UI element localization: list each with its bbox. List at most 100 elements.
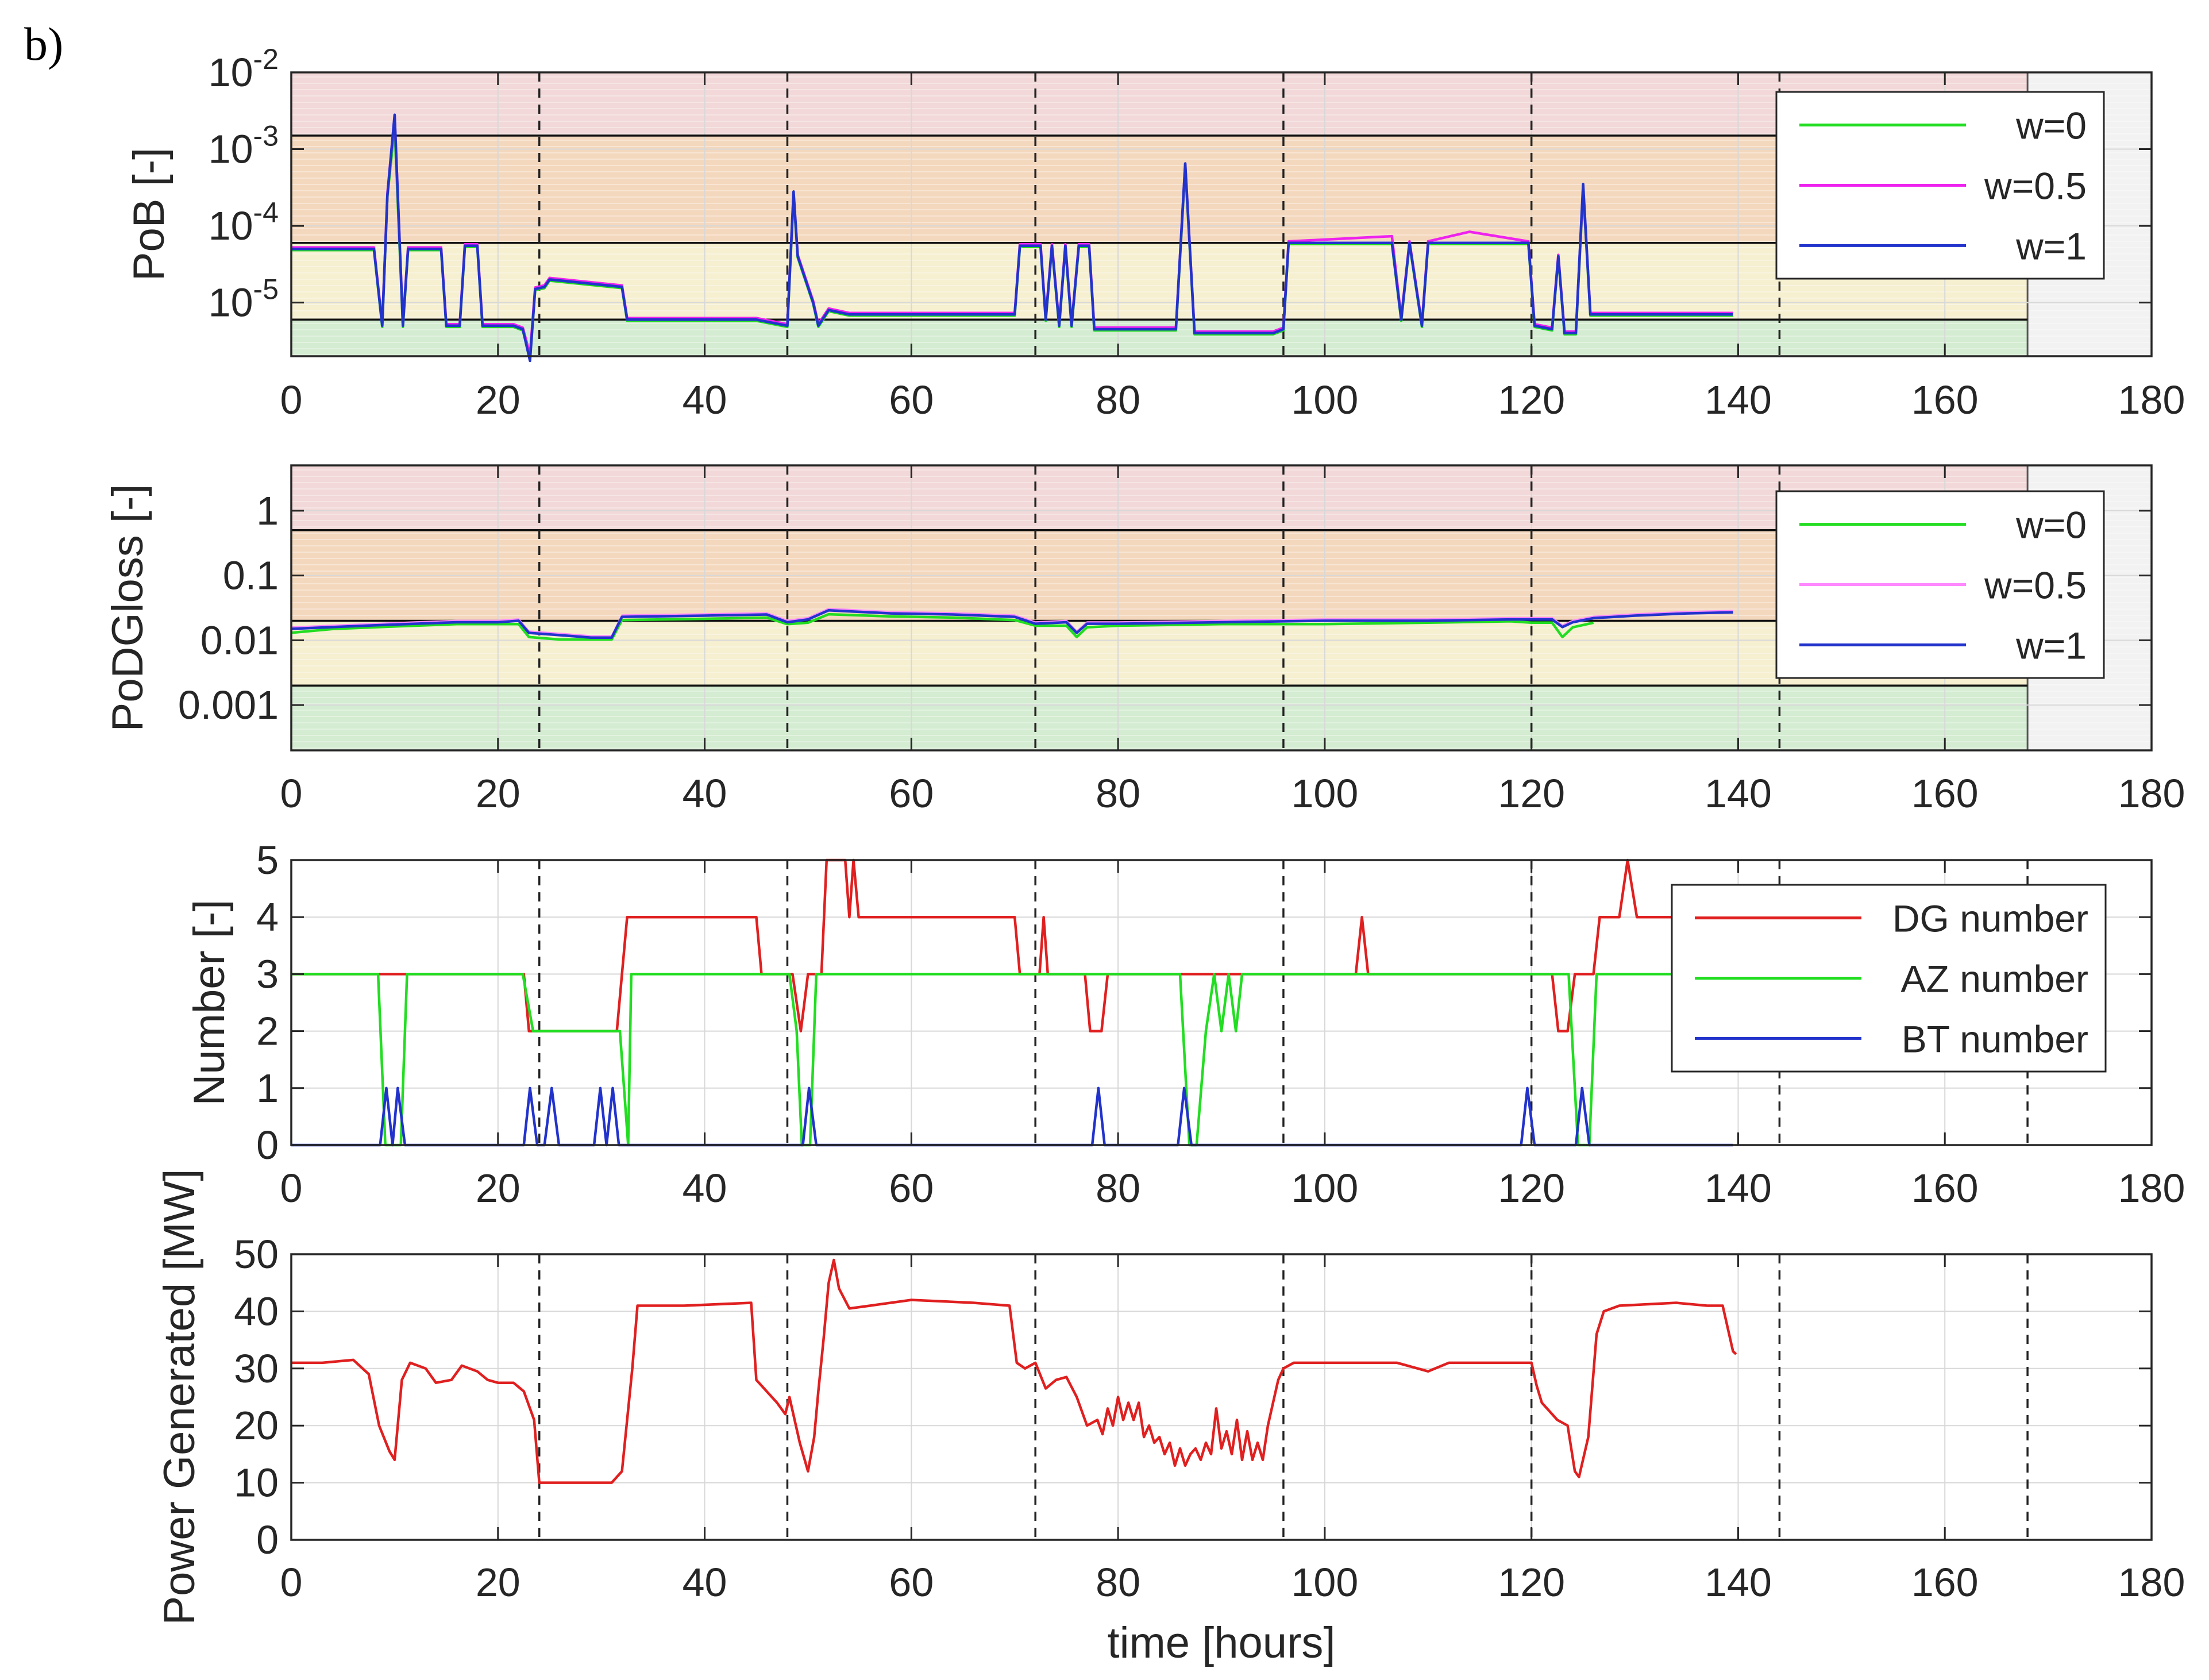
y-tick-label: 40	[234, 1289, 279, 1334]
x-tick-label: 120	[1498, 1560, 1565, 1605]
y-tick-label: 2	[256, 1009, 279, 1054]
y-tick-label: 4	[256, 895, 279, 939]
panel-label: b)	[24, 18, 64, 70]
axes-box	[290, 859, 2153, 1146]
risk-band	[291, 136, 2028, 243]
x-tick-label: 60	[889, 377, 934, 422]
chart-num: 0 20 40 60 80 100 120 140 160 180 0 1 2 3 4 5 Number [-]…	[185, 838, 2185, 1211]
legend-label: AZ number	[1901, 958, 2088, 1000]
x-tick-label: 20	[476, 771, 521, 816]
x-tick-label: 180	[2118, 1560, 2185, 1605]
x-axis-label: time [hours]	[1107, 1619, 1335, 1667]
chart-pow: 0 20 40 60 80 100 120 140 160 180 0 10 20 30 40 50 Power…	[155, 1169, 2185, 1667]
x-tick-label: 100	[1291, 377, 1358, 422]
x-tick-label: 140	[1705, 1560, 1772, 1605]
risk-band	[291, 319, 2028, 356]
y-axis-label: Number [-]	[185, 900, 234, 1106]
legend-label: DG number	[1892, 897, 2088, 940]
x-tick-label: 140	[1705, 377, 1772, 422]
chart-podg: 0 20 40 60 80 100 120 140 160 180 0.001 0.01 0.1 1 PoD…	[103, 464, 2185, 816]
x-tick-label: 60	[889, 771, 934, 816]
y-tick-label: 30	[234, 1346, 279, 1391]
x-tick-label: 0	[280, 1560, 303, 1605]
y-axis-label: PoB [-]	[125, 148, 174, 281]
y-tick-label: 0.1	[223, 553, 279, 598]
x-tick-label: 100	[1291, 1166, 1358, 1211]
x-tick-label: 120	[1498, 377, 1565, 422]
x-tick-label: 100	[1291, 1560, 1358, 1605]
risk-band	[291, 72, 2028, 136]
legend-label: w=0	[2015, 504, 2087, 546]
x-tick-label: 120	[1498, 1166, 1565, 1211]
series-w-0-5	[291, 607, 1733, 637]
legend: w=0 w=0.5 w=1	[1775, 490, 2105, 679]
x-tick-label: 0	[280, 771, 303, 816]
x-tick-label: 140	[1705, 771, 1772, 816]
x-tick-label: 60	[889, 1166, 934, 1211]
y-tick-label: 0.001	[178, 683, 279, 727]
legend-label: BT number	[1902, 1018, 2088, 1060]
x-tick-label: 40	[683, 1166, 727, 1211]
x-tick-label: 160	[1911, 377, 1979, 422]
x-tick-label: 140	[1705, 1166, 1772, 1211]
legend-label: w=1	[2015, 225, 2087, 267]
x-tick-label: 100	[1291, 771, 1358, 816]
y-tick-label: 1	[256, 1066, 279, 1111]
x-tick-label: 180	[2118, 377, 2185, 422]
y-axis-label: Power Generated [MW]	[155, 1169, 204, 1625]
x-tick-label: 20	[476, 377, 521, 422]
axes-box	[290, 71, 2153, 357]
y-tick-label: 5	[256, 838, 279, 883]
x-tick-label: 120	[1498, 771, 1565, 816]
y-tick-label: 10-3	[209, 120, 279, 172]
y-axis-label: PoDGloss [-]	[103, 484, 152, 732]
series-w-1	[291, 608, 1733, 639]
legend-label: w=1	[2015, 624, 2087, 666]
y-tick-label: 10-5	[209, 273, 279, 325]
plot-area	[291, 1254, 2152, 1540]
legend-label: w=0	[2015, 105, 2087, 147]
risk-band	[291, 685, 2028, 750]
x-tick-label: 20	[476, 1560, 521, 1605]
x-tick-label: 80	[1096, 1560, 1140, 1605]
y-tick-label: 10	[234, 1461, 279, 1505]
x-tick-label: 0	[280, 377, 303, 422]
y-tick-label: 1	[256, 488, 279, 533]
x-tick-label: 180	[2118, 771, 2185, 816]
legend: w=0 w=0.5 w=1	[1775, 91, 2105, 280]
chart-pob: 0 20 40 60 80 100 120 140 160 180 10-5 10-4 10-3 10-2…	[125, 43, 2185, 422]
x-tick-label: 80	[1096, 1166, 1140, 1211]
y-tick-label: 10-2	[209, 43, 279, 95]
x-tick-label: 80	[1096, 377, 1140, 422]
x-tick-label: 80	[1096, 771, 1140, 816]
axes-box	[290, 1253, 2153, 1541]
x-tick-label: 160	[1911, 1166, 1979, 1211]
y-tick-label: 0	[256, 1123, 279, 1167]
y-tick-label: 20	[234, 1403, 279, 1448]
y-tick-label: 10-4	[209, 196, 279, 248]
series-power	[291, 1258, 1737, 1484]
x-tick-label: 40	[683, 771, 727, 816]
x-tick-label: 160	[1911, 771, 1979, 816]
series-w-0-5	[291, 114, 1733, 356]
series-w-1	[291, 113, 1733, 363]
y-tick-label: 50	[234, 1232, 279, 1277]
x-tick-label: 60	[889, 1560, 934, 1605]
y-tick-label: 0	[256, 1517, 279, 1562]
x-tick-label: 40	[683, 377, 727, 422]
x-tick-label: 0	[280, 1166, 303, 1211]
x-tick-label: 180	[2118, 1166, 2185, 1211]
y-tick-label: 0.01	[201, 618, 279, 662]
y-tick-label: 3	[256, 951, 279, 996]
series-w-0	[291, 612, 1594, 641]
x-tick-label: 160	[1911, 1560, 1979, 1605]
series-az-number	[291, 973, 1738, 1147]
x-tick-label: 40	[683, 1560, 727, 1605]
x-tick-label: 20	[476, 1166, 521, 1211]
legend-label: w=0.5	[1984, 165, 2087, 207]
legend: DG number AZ number BT number	[1671, 884, 2107, 1073]
legend-label: w=0.5	[1984, 564, 2087, 607]
axes-box	[290, 464, 2153, 752]
